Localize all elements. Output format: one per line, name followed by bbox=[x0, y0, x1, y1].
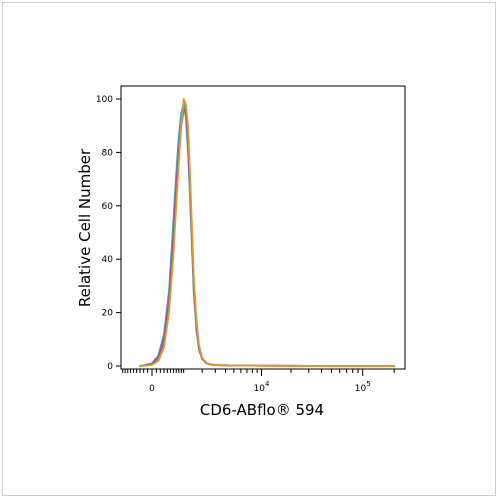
x-tick-label: 0 bbox=[149, 384, 155, 394]
x-minor-ticks bbox=[122, 369, 395, 373]
x-axis: 0 104 105 bbox=[149, 369, 371, 394]
y-axis-label: Relative Cell Number bbox=[76, 148, 94, 307]
y-axis: 0 20 40 60 80 100 bbox=[96, 95, 121, 372]
x-tick-label: 104 bbox=[254, 380, 270, 394]
y-tick-label: 40 bbox=[102, 255, 114, 265]
y-tick-label: 60 bbox=[102, 202, 114, 212]
y-tick-label: 20 bbox=[102, 309, 114, 319]
series-layer bbox=[139, 98, 396, 367]
y-tick-label: 100 bbox=[96, 95, 113, 105]
x-tick-label: 105 bbox=[355, 380, 371, 394]
y-tick-label: 80 bbox=[102, 148, 114, 158]
figure-frame bbox=[2, 2, 496, 496]
x-axis-label: CD6-ABflo® 594 bbox=[200, 401, 324, 419]
plot-area bbox=[120, 85, 406, 370]
series-line-4 bbox=[139, 98, 396, 367]
y-tick-label: 0 bbox=[107, 362, 113, 372]
